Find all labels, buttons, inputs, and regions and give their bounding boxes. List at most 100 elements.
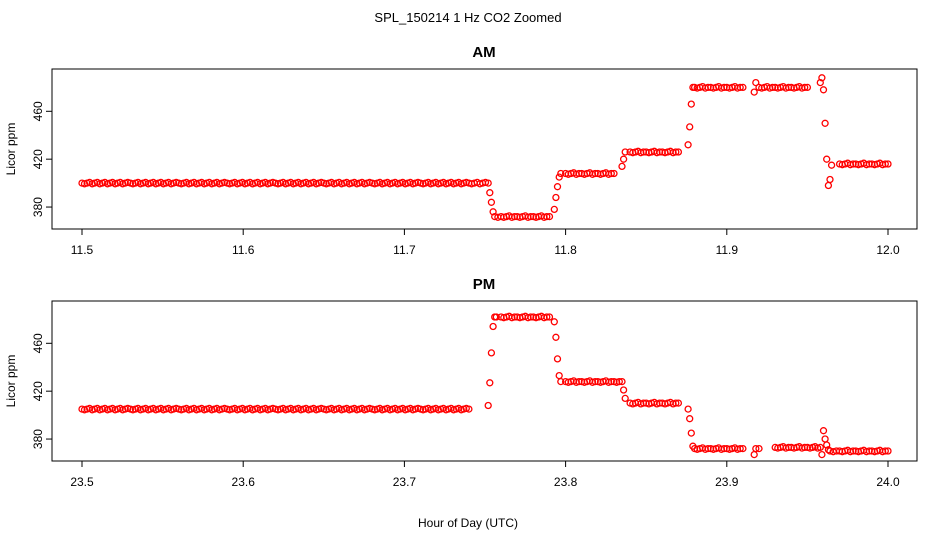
x-axis-label: Hour of Day (UTC)	[418, 516, 518, 530]
pm-data-point	[736, 444, 744, 453]
pm-data-point	[545, 313, 554, 321]
pm-x-tick-label: 23.9	[715, 475, 739, 489]
pm-data-point	[552, 333, 560, 341]
pm-data-point	[816, 443, 824, 452]
am-data-point	[752, 78, 760, 87]
pm-data-point	[543, 313, 551, 321]
am-data-point	[686, 123, 694, 131]
pm-data-point	[484, 401, 492, 410]
am-data-point	[736, 83, 744, 92]
am-data-point	[827, 161, 836, 169]
pm-plot-frame	[51, 300, 918, 462]
am-data-point	[489, 208, 497, 216]
am-panel: AM Licor ppm 11.5 11.6 11.7 11.8 11.9 12.0 380…	[4, 44, 918, 257]
am-data-point	[818, 74, 826, 82]
am-y-tick-label: 460	[31, 101, 45, 121]
pm-data-point	[553, 355, 562, 363]
am-data-point	[557, 169, 565, 178]
am-data-point	[823, 155, 831, 163]
pm-panel: PM Licor ppm 23.5 23.6 23.7 23.8 23.9 24.0 380…	[4, 276, 918, 489]
pm-data-point	[621, 394, 629, 403]
am-data-point	[610, 169, 618, 178]
am-x-tick-label: 11.6	[232, 243, 255, 257]
pm-y-tick-label: 420	[31, 381, 45, 401]
pm-data-point	[672, 399, 680, 407]
am-data-point	[550, 205, 558, 214]
am-data-point	[552, 193, 560, 202]
pm-data-point	[615, 377, 623, 386]
am-data-point	[555, 173, 563, 181]
pm-data-point	[684, 405, 692, 413]
pm-x-tick-label: 23.7	[393, 475, 417, 489]
am-data-point	[553, 183, 562, 191]
am-data-point	[545, 212, 554, 221]
am-x-tick-label: 11.5	[71, 243, 94, 257]
pm-data-point	[619, 386, 628, 394]
am-data-point	[881, 160, 889, 168]
pm-data-point	[755, 444, 763, 453]
pm-data-point	[739, 444, 747, 453]
pm-data-point	[818, 450, 826, 459]
pm-data-point	[550, 318, 558, 326]
am-x-tick-label: 11.9	[716, 243, 739, 257]
pm-y-tick-label: 460	[31, 333, 45, 353]
pm-x-tick-label: 23.8	[554, 475, 578, 489]
am-x-tick-label: 11.8	[554, 243, 577, 257]
am-y-axis-label: Licor ppm	[4, 123, 18, 176]
pm-x-tick-label: 24.0	[876, 475, 900, 489]
pm-y-axis-label: Licor ppm	[4, 355, 18, 408]
am-data-point	[607, 169, 615, 178]
am-data-point	[619, 155, 628, 163]
pm-x-tick-label: 23.6	[232, 475, 256, 489]
am-panel-title: AM	[472, 44, 495, 61]
pm-data-point	[674, 399, 683, 407]
am-data-point	[801, 83, 809, 92]
am-data-point	[621, 148, 629, 156]
am-data-point	[684, 141, 692, 149]
pm-data-point	[489, 322, 497, 331]
pm-data-point	[819, 427, 828, 435]
pm-data-point	[881, 447, 889, 455]
am-y-tick-label: 380	[31, 197, 45, 217]
am-data-point	[739, 83, 747, 92]
am-data-point	[486, 189, 494, 197]
pm-ticks: 23.5 23.6 23.7 23.8 23.9 24.0 380 420 460	[31, 333, 900, 489]
pm-data-point	[821, 435, 829, 443]
pm-data-point	[557, 377, 565, 386]
pm-data-point	[750, 450, 758, 459]
am-data-point	[816, 78, 824, 87]
pm-data-point	[884, 447, 892, 455]
pm-y-tick-label: 380	[31, 429, 45, 449]
pm-data-point	[823, 441, 831, 449]
am-data-point	[484, 179, 492, 187]
am-data-point	[819, 86, 828, 94]
pm-data-point	[486, 379, 494, 387]
am-x-tick-label: 12.0	[876, 243, 900, 257]
am-data-point	[687, 100, 695, 108]
am-data-point	[824, 181, 833, 190]
am-data-point	[884, 160, 892, 168]
am-x-tick-label: 11.7	[393, 243, 416, 257]
am-data-point	[672, 148, 680, 156]
pm-data-point	[487, 349, 496, 357]
pm-data-point	[465, 405, 473, 413]
am-points	[78, 74, 892, 221]
am-data-point	[543, 212, 551, 221]
am-data-point	[618, 162, 626, 171]
pm-data-point	[492, 313, 500, 321]
figure-title: SPL_150214 1 Hz CO2 Zoomed	[374, 10, 561, 25]
pm-panel-title: PM	[473, 276, 496, 293]
am-y-tick-label: 420	[31, 149, 45, 169]
pm-data-point	[752, 444, 760, 453]
pm-data-point	[686, 415, 694, 423]
am-data-point	[674, 148, 683, 156]
pm-data-point	[618, 377, 626, 386]
am-data-point	[826, 175, 834, 184]
am-data-point	[821, 119, 829, 127]
pm-points	[78, 312, 892, 459]
am-ticks: 11.5 11.6 11.7 11.8 11.9 12.0 380 420 460	[31, 101, 900, 257]
pm-data-point	[555, 371, 563, 380]
am-plot-frame	[51, 68, 918, 230]
